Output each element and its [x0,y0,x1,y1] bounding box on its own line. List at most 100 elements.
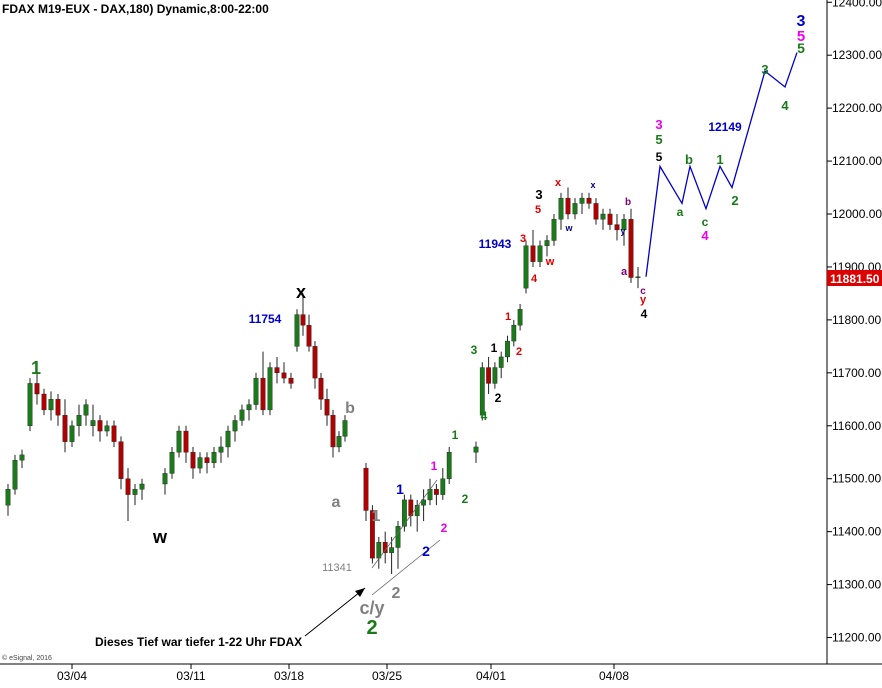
candles [5,187,641,575]
level-label: 11754 [249,312,282,326]
candle-body [565,197,571,215]
candle-body [274,367,280,374]
wave-label: x [590,180,595,190]
wave-label: b [685,152,693,167]
y-tick-label: 11700.00 [832,366,881,380]
candle-body [239,409,245,421]
candle-body [69,425,75,442]
wave-label: 1 [716,152,723,167]
candle-body [294,314,300,347]
wave-label: 4 [481,409,488,423]
candle-body [628,219,634,278]
candle-body [330,414,336,448]
candle-body [336,436,342,448]
wave-labels: 1wxab1c/y2212121234121234w35xwxbyacy4355… [31,13,806,639]
x-tick-label: 04/01 [476,669,506,683]
wave-label: 2 [495,391,502,405]
y-tick-label: 11600.00 [832,419,881,433]
copyright: © eSignal, 2016 [2,654,52,662]
candle-body [517,309,523,326]
candle-body [312,346,318,379]
candle-body [324,399,330,416]
wave-label: 4 [781,98,789,113]
wave-label: 2 [731,193,738,208]
chart-title: FDAX M19-EUX - DAX,180) Dynamic,8:00-22:… [2,2,269,16]
candle-body [537,245,543,262]
candle-body [621,219,627,231]
wave-label: 1 [505,311,511,323]
candle-body [395,526,401,548]
y-tick-label: 12400.00 [832,0,882,9]
wave-label: 3 [535,187,542,202]
wave-label: y [640,294,647,306]
candle-body [5,489,11,506]
candle-body [486,367,491,384]
candle-body [593,203,599,220]
wave-label: 4 [531,273,538,285]
candle-body [440,478,446,495]
candle-body [288,377,294,384]
candle-body [498,356,504,368]
candle-body [125,478,131,495]
wave-label: 5 [535,204,541,216]
candle-body [572,203,578,215]
wave-label: 5 [656,150,663,164]
y-tick-label: 11200.00 [832,631,881,645]
wave-label: c [640,286,646,297]
candle-body [479,367,485,416]
candle-body [600,213,606,220]
level-label: 12149 [708,120,742,134]
candle-body [41,393,47,411]
wave-label: y [620,226,625,236]
wave-label: a [332,494,341,511]
candle-body [370,510,375,559]
wave-label: w [545,256,555,268]
x-tick-label: 03/04 [57,669,87,683]
y-axis: 11200.00 11300.00 11400.00 11500.00 11600.00… [827,0,882,645]
x-tick-label: 04/08 [599,669,629,683]
annotation-arrowhead [355,588,365,597]
x-tick-label: 03/25 [372,669,402,683]
y-tick-label: 11800.00 [832,313,881,327]
candle-body [300,314,306,326]
wave-label: a [621,266,628,278]
candle-body [579,197,585,204]
wave-label: 2 [441,521,448,535]
wave-label: 2 [462,492,469,506]
y-tick-label: 11500.00 [832,472,881,486]
last-price-label: 11881.50 [830,272,880,286]
x-axis: 03/04 03/11 03/18 03/25 04/01 04/08 [57,664,629,683]
wave-label: 4 [701,228,709,243]
candle-body [402,499,407,527]
wave-label: 3 [520,233,526,245]
x-tick-label: 03/11 [176,669,205,683]
y-tick-label: 12300.00 [832,48,882,62]
candle-body [132,489,138,495]
wave-label: 5 [797,28,805,45]
candle-body [190,452,196,469]
annotation-arrow [304,587,366,637]
wave-label: 3 [655,117,662,132]
candle-body [204,457,210,464]
candle-body [97,420,103,432]
candle-body [421,499,426,506]
wave-label: 3 [761,62,768,77]
wave-label: 1 [372,508,381,525]
wave-label: 1 [31,358,41,378]
wave-label: 1 [431,459,438,473]
candle-body [19,454,25,461]
wave-label: a [677,205,684,219]
candle-body [169,452,175,474]
level-label: 11341 [322,562,352,574]
candle-body [27,383,33,426]
candle-body [62,414,68,442]
candle-body [281,372,287,379]
candle-body [607,213,613,225]
candle-body [544,240,550,246]
candle-body [104,425,110,432]
candle-body [183,430,189,453]
candle-body [376,542,382,559]
candle-body [246,404,252,411]
candle-body [197,457,203,469]
last-price-badge [827,270,882,286]
